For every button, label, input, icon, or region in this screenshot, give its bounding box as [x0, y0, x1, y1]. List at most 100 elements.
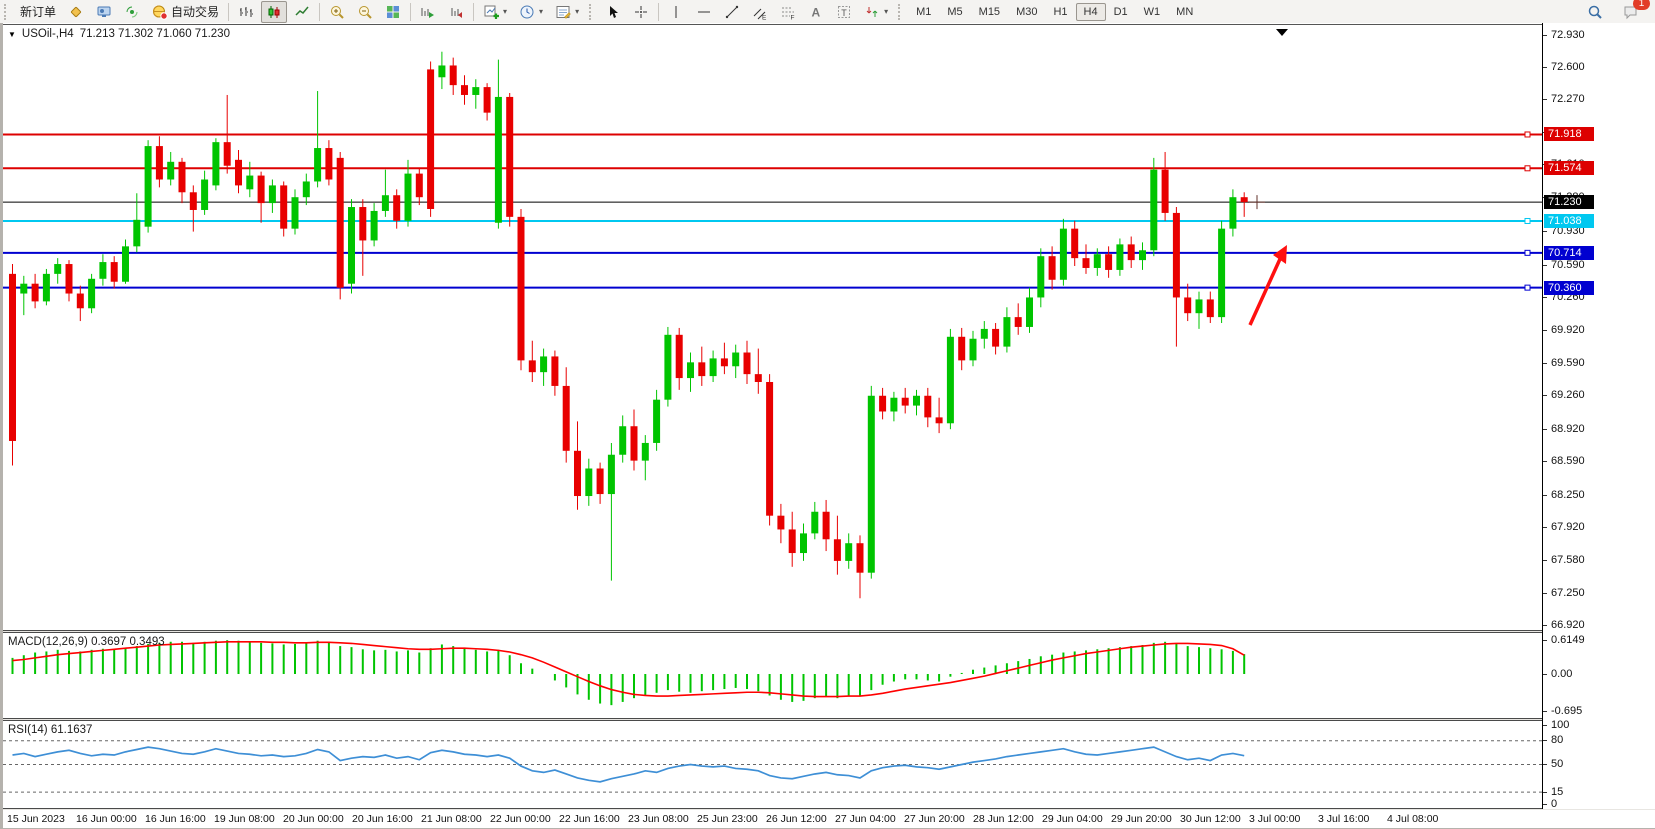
chart-candles-button[interactable]: [261, 0, 288, 23]
crosshair-button[interactable]: [628, 1, 654, 23]
chart-line-button[interactable]: [289, 1, 315, 23]
chart-shift-marker[interactable]: [1276, 29, 1288, 36]
timeframe-h1-button[interactable]: H1: [1053, 5, 1068, 18]
candle: [1229, 197, 1237, 229]
arrow-annotation[interactable]: [1248, 245, 1287, 326]
candle: [88, 278, 96, 309]
level-line-handle[interactable]: [1524, 284, 1531, 291]
fibonacci-button[interactable]: F: [775, 1, 801, 23]
candle: [393, 195, 401, 221]
candle: [415, 173, 423, 198]
notifications-button[interactable]: 1: [1618, 0, 1650, 23]
candle: [800, 533, 807, 554]
axis-tick: [1543, 494, 1547, 496]
macd-pane[interactable]: MACD(12,26,9) 0.3697 0.3493: [3, 633, 1542, 718]
timeframe-m30-button[interactable]: M30: [1016, 5, 1038, 18]
timeframe-mn-button[interactable]: MN: [1176, 5, 1194, 18]
text-button[interactable]: A: [803, 1, 829, 23]
rsi-tick-label: 50: [1551, 758, 1564, 770]
rsi-chart[interactable]: [3, 721, 1542, 808]
axis-tick: [1543, 592, 1547, 594]
chevron-down-icon: ▾: [884, 7, 889, 16]
horizontal-line-button[interactable]: [691, 1, 717, 23]
price-badge-71.574: 71.574: [1544, 161, 1594, 176]
timeframe-w1-button[interactable]: W1: [1143, 5, 1161, 18]
zoom-in-icon: [331, 5, 344, 19]
time-axis[interactable]: 15 Jun 2023 16 Jun 00:00 16 Jun 16:00 19 Ju…: [3, 810, 1655, 829]
candle: [913, 395, 920, 406]
candle: [1071, 228, 1079, 259]
symbol-period-label: USOil-,H4: [21, 28, 74, 40]
zoom-out-button[interactable]: [352, 1, 378, 23]
candle: [992, 328, 1000, 347]
candle: [1048, 256, 1056, 280]
rsi-pane[interactable]: RSI(14) 61.1637: [3, 721, 1542, 808]
candle: [664, 334, 672, 400]
period-clock-button[interactable]: ▾: [514, 1, 548, 23]
price-axis[interactable]: 72.93072.60072.27071.94071.61071.28070.9…: [1542, 23, 1655, 810]
tile-windows-button[interactable]: [380, 1, 406, 23]
timeframe-d1-button[interactable]: D1: [1113, 5, 1128, 18]
level-line-handle[interactable]: [1524, 249, 1531, 256]
crosshair-icon: [635, 5, 648, 18]
candle: [1093, 254, 1101, 268]
new-order-button[interactable]: 新订单: [15, 0, 61, 23]
level-line-handle[interactable]: [1524, 217, 1531, 224]
rsi-tick-label: 100: [1551, 718, 1570, 731]
candle: [901, 397, 909, 406]
templates-button[interactable]: ▾: [550, 1, 584, 23]
chart-shift-button[interactable]: [443, 1, 469, 23]
equidistant-channel-button[interactable]: E: [747, 1, 773, 23]
candle: [958, 336, 966, 361]
timeframe-m15-button[interactable]: M15: [978, 5, 1001, 18]
price-tick-label: 72.600: [1551, 60, 1585, 73]
pane-divider[interactable]: [3, 718, 1655, 721]
toolbar-grip[interactable]: [589, 3, 596, 20]
zoom-in-button[interactable]: [324, 1, 350, 23]
chart-bars-button[interactable]: [233, 1, 259, 23]
expert-advisors-button[interactable]: [63, 1, 89, 23]
price-chart-pane[interactable]: ▼ USOil-,H4 71.213 71.302 71.060 71.230: [3, 24, 1542, 631]
toolbar-grip[interactable]: [898, 3, 905, 20]
candle: [359, 207, 367, 241]
text-label-button[interactable]: T: [831, 1, 857, 23]
candle: [1127, 244, 1135, 261]
auto-trading-button[interactable]: 自动交易: [147, 0, 224, 23]
candle: [619, 426, 627, 455]
auto-scroll-button[interactable]: [415, 1, 441, 23]
candle: [506, 96, 514, 217]
chart-bars-icon: [240, 6, 254, 17]
market-watch-button[interactable]: [91, 1, 117, 23]
pane-divider[interactable]: [3, 630, 1655, 633]
candle: [766, 381, 774, 516]
axis-tick: [1543, 330, 1547, 332]
timeframe-m1-button[interactable]: M1: [916, 5, 932, 18]
candle: [777, 515, 785, 530]
candlestick-chart[interactable]: [3, 25, 1542, 631]
price-tick-label: 68.250: [1551, 488, 1585, 501]
chart-dropdown-icon[interactable]: ▼: [8, 29, 16, 39]
trendline-button[interactable]: [719, 1, 745, 23]
vertical-line-button[interactable]: [663, 1, 689, 23]
level-line-handle[interactable]: [1524, 131, 1531, 138]
candle: [381, 195, 389, 211]
candle: [494, 96, 502, 223]
macd-chart[interactable]: [3, 633, 1542, 718]
candle: [212, 142, 220, 186]
candle: [54, 264, 62, 274]
timeframe-h4-button[interactable]: H4: [1075, 2, 1106, 21]
toolbar-grip[interactable]: [4, 3, 11, 20]
signals-button[interactable]: [119, 1, 145, 23]
cursor-button[interactable]: [600, 1, 626, 23]
time-tick-label: 29 Jun 04:00: [1042, 813, 1103, 825]
add-indicator-button[interactable]: ▾: [478, 1, 512, 23]
level-line-handle[interactable]: [1524, 165, 1531, 172]
timeframe-m5-button[interactable]: M5: [947, 5, 963, 18]
price-tick-label: 70.590: [1551, 258, 1585, 271]
axis-tick: [1543, 724, 1547, 726]
candle: [189, 192, 197, 210]
arrows-button[interactable]: ▾: [859, 1, 893, 23]
search-button[interactable]: [1582, 1, 1608, 23]
time-tick-label: 22 Jun 00:00: [490, 813, 551, 825]
zoom-out-icon: [359, 5, 372, 19]
